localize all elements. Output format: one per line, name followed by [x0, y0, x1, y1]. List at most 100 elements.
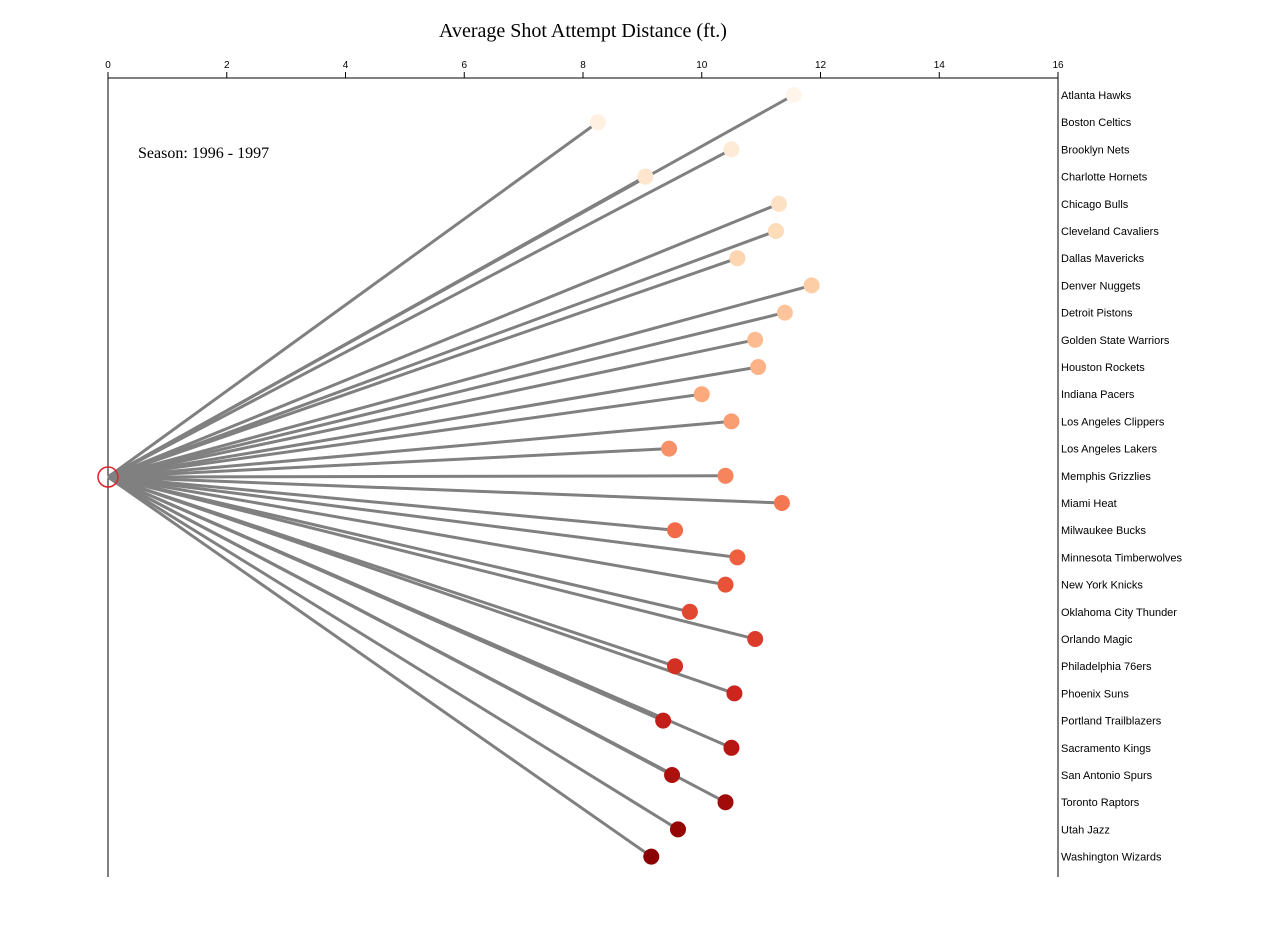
team-label: Toronto Raptors — [1061, 797, 1140, 809]
team-label: Charlotte Hornets — [1061, 172, 1148, 184]
data-point[interactable] — [670, 821, 686, 838]
data-point[interactable] — [681, 603, 698, 620]
origin-marker — [97, 466, 119, 488]
data-point[interactable] — [643, 848, 660, 865]
stem-line — [107, 365, 759, 479]
team-labels: Atlanta Hawks Boston Celtics Brooklyn Nets… — [1061, 90, 1183, 864]
stem-line — [107, 229, 777, 479]
team-label: Minnesota Timberwolves — [1061, 552, 1183, 564]
data-point[interactable] — [667, 522, 684, 539]
team-label: Detroit Pistons — [1061, 308, 1133, 320]
team-label: Indiana Pacers — [1061, 389, 1135, 401]
stem-line — [107, 392, 702, 479]
season-label: Season: 1996 - 1997 — [138, 145, 269, 162]
chart-title: Average Shot Attempt Distance (ft.) — [439, 20, 727, 42]
data-point[interactable] — [776, 304, 793, 321]
team-label: New York Knicks — [1061, 580, 1143, 592]
data-point[interactable] — [717, 794, 734, 811]
data-point[interactable] — [723, 413, 740, 430]
stem-line — [107, 475, 653, 858]
data-point[interactable] — [589, 114, 606, 131]
x-tick-label: 14 — [934, 60, 946, 71]
x-tick-label: 2 — [224, 60, 230, 71]
x-tick-label: 12 — [815, 60, 827, 71]
stem-line — [107, 475, 691, 614]
stem-line — [107, 311, 786, 479]
team-label: Los Angeles Lakers — [1061, 444, 1158, 456]
team-label: Atlanta Hawks — [1061, 90, 1132, 102]
team-label: Sacramento Kings — [1061, 743, 1151, 755]
lollipop-lines — [107, 93, 812, 858]
team-label: Denver Nuggets — [1061, 280, 1141, 292]
team-label: Philadelphia 76ers — [1061, 661, 1152, 673]
stem-line — [107, 447, 670, 479]
team-label: Chicago Bulls — [1061, 199, 1129, 211]
stem-line — [107, 475, 735, 695]
data-point[interactable] — [747, 631, 764, 647]
stem-line — [107, 148, 733, 479]
data-point[interactable] — [723, 141, 740, 158]
data-point[interactable] — [729, 549, 746, 566]
data-point[interactable] — [747, 331, 764, 348]
team-label: Memphis Grizzlies — [1061, 471, 1151, 483]
data-point[interactable] — [726, 685, 743, 702]
data-points — [589, 87, 820, 865]
data-point[interactable] — [803, 277, 820, 294]
stem-line — [107, 475, 756, 641]
x-tick-label: 8 — [580, 60, 586, 71]
data-point[interactable] — [661, 440, 678, 457]
data-point[interactable] — [750, 359, 767, 375]
stem-line — [107, 338, 756, 479]
data-point[interactable] — [717, 467, 734, 484]
data-point[interactable] — [723, 739, 740, 756]
team-label: Golden State Warriors — [1061, 335, 1170, 347]
stem-line — [107, 120, 599, 479]
stem-line — [107, 475, 679, 831]
data-point[interactable] — [664, 767, 681, 783]
x-axis: 0 2 4 6 8 10 12 14 16 — [105, 60, 1064, 877]
stem-line — [107, 175, 647, 479]
team-label: Boston Celtics — [1061, 117, 1132, 129]
stem-line — [107, 256, 738, 479]
stem-line — [107, 283, 812, 479]
stem-line — [107, 419, 732, 479]
data-point[interactable] — [773, 495, 790, 511]
team-label: Washington Wizards — [1061, 852, 1162, 864]
data-point[interactable] — [770, 195, 787, 212]
data-point[interactable] — [785, 87, 802, 103]
x-tick-label: 16 — [1052, 60, 1064, 71]
stem-line — [107, 475, 726, 587]
team-label: Milwaukee Bucks — [1061, 525, 1146, 537]
x-tick-label: 6 — [461, 60, 467, 71]
x-tick-label: 4 — [343, 60, 349, 71]
data-point[interactable] — [667, 658, 684, 675]
team-label: Cleveland Cavaliers — [1061, 226, 1159, 238]
data-point[interactable] — [717, 576, 734, 593]
team-label: Brooklyn Nets — [1061, 144, 1130, 156]
team-label: Orlando Magic — [1061, 634, 1133, 646]
team-label: Oklahoma City Thunder — [1061, 607, 1177, 619]
data-point[interactable] — [655, 712, 672, 729]
stem-line — [107, 475, 676, 532]
stem-line — [107, 475, 738, 559]
team-label: Portland Trailblazers — [1061, 716, 1162, 728]
stem-line — [107, 475, 727, 804]
team-label: Miami Heat — [1061, 498, 1117, 510]
team-label: Dallas Mavericks — [1061, 253, 1145, 265]
stem-line — [107, 475, 733, 750]
data-point[interactable] — [693, 386, 710, 403]
team-label: San Antonio Spurs — [1061, 770, 1153, 782]
team-label: Utah Jazz — [1061, 824, 1110, 836]
data-point[interactable] — [637, 168, 654, 185]
data-point[interactable] — [729, 250, 746, 267]
team-label: Los Angeles Clippers — [1061, 416, 1165, 428]
stem-line — [107, 202, 780, 479]
x-tick-label: 10 — [696, 60, 708, 71]
data-point[interactable] — [767, 223, 784, 239]
team-label: Phoenix Suns — [1061, 688, 1129, 700]
stem-line — [107, 474, 726, 479]
stem-line — [107, 475, 782, 505]
x-tick-label: 0 — [105, 60, 111, 71]
team-label: Houston Rockets — [1061, 362, 1145, 374]
